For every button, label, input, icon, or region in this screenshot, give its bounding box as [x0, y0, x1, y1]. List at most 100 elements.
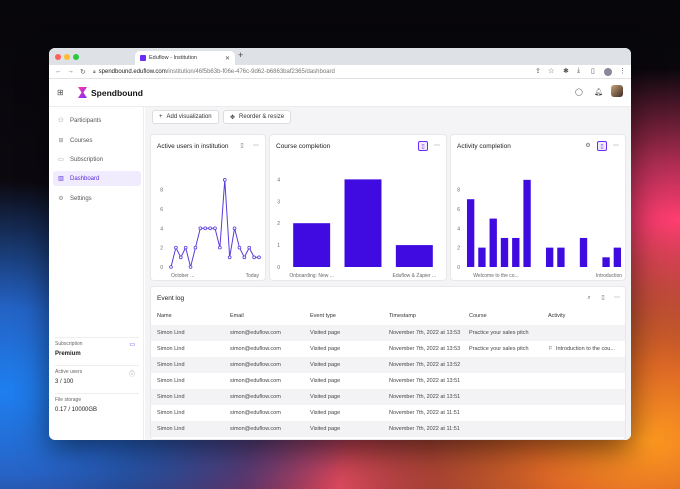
- table-cell-email: simon@eduflow.com: [230, 405, 281, 421]
- card-title: Activity completion: [457, 143, 511, 150]
- more-options-icon[interactable]: ⋯: [613, 143, 619, 149]
- data-point: [198, 226, 203, 231]
- active-users-label: Active users: [55, 369, 83, 375]
- more-options-icon[interactable]: ⋯: [253, 143, 259, 149]
- table-cell-event: Visited page: [310, 325, 340, 341]
- table-view-icon[interactable]: ▯: [601, 295, 605, 301]
- y-tick-label: 2: [277, 221, 280, 227]
- column-header[interactable]: Name: [157, 313, 172, 319]
- forward-icon[interactable]: →: [67, 68, 74, 75]
- table-row[interactable]: Simon Lind simon@eduflow.com Visited page N…: [151, 357, 625, 373]
- data-point: [213, 226, 217, 231]
- table-row[interactable]: Simon Lind simon@eduflow.com Visited page N…: [151, 421, 625, 437]
- bar: [395, 245, 433, 267]
- browser-menu-icon[interactable]: ⋮: [619, 68, 626, 75]
- sidebar-item-settings[interactable]: ⚙ Settings: [53, 191, 141, 206]
- bar: [602, 257, 610, 267]
- app-switcher-icon[interactable]: ⊞: [57, 88, 64, 97]
- url-host: spendbound.eduflow.com: [98, 69, 167, 75]
- table-row[interactable]: Simon Lind simon@eduflow.com Visited page N…: [151, 341, 625, 357]
- bar: [344, 179, 382, 267]
- data-point: [222, 178, 227, 182]
- sidebar-item-participants[interactable]: ⚇ Participants: [53, 113, 141, 128]
- table-cell-text: simon@eduflow.com: [230, 410, 281, 416]
- bookmark-star-icon[interactable]: ☆: [548, 68, 555, 75]
- activity-completion-bar-chart: 0 2 4 6 8 Welcome to the co... Introduction: [457, 179, 622, 279]
- chart-icon: ▥: [58, 176, 64, 182]
- share-icon[interactable]: ⇪: [535, 68, 541, 75]
- settings-icon[interactable]: ⚙: [585, 143, 591, 149]
- active-users-card: Active users 3 / 100 ⓘ: [55, 365, 139, 392]
- y-tick-label: 4: [160, 226, 163, 232]
- download-icon[interactable]: ⤓: [577, 67, 581, 74]
- table-cell-name: Simon Lind: [157, 357, 185, 373]
- maximize-window-icon[interactable]: [73, 54, 79, 60]
- data-point: [242, 255, 247, 260]
- search-icon[interactable]: ⌕: [587, 295, 591, 301]
- data-point: [183, 245, 188, 250]
- card-title: Course completion: [276, 143, 331, 150]
- lock-icon: 🔒︎: [93, 69, 96, 75]
- sidebar-item-subscription[interactable]: ▭ Subscription: [53, 152, 141, 167]
- active-users-line-chart: 0 2 4 6 8 October ... Today: [160, 178, 261, 279]
- data-point: [188, 265, 193, 269]
- tab-title: Eduflow - Institution: [149, 55, 197, 61]
- column-header[interactable]: Event type: [310, 313, 336, 319]
- sidebar-item-dashboard[interactable]: ▥ Dashboard: [53, 171, 141, 186]
- more-options-icon[interactable]: ⋯: [434, 143, 440, 149]
- minimize-window-icon[interactable]: [64, 54, 70, 60]
- browser-window: Eduflow - Institution ✕ + ← → ↻ 🔒︎ spend…: [49, 48, 631, 440]
- close-window-icon[interactable]: [55, 54, 61, 60]
- series-line: [170, 179, 259, 268]
- table-row[interactable]: Simon Lind simon@eduflow.com Visited page N…: [151, 373, 625, 389]
- table-cell-text: November 7th, 2022 at 13:51: [389, 394, 461, 400]
- course-completion-card: Course completion ▯ ⋯ 0 1 2 3 4 Onboarding: N…: [269, 134, 447, 281]
- extensions-icon[interactable]: ✱: [563, 68, 569, 75]
- close-tab-icon[interactable]: ✕: [224, 55, 230, 62]
- table-cell-text: Simon Lind: [157, 426, 185, 432]
- reload-icon[interactable]: ↻: [80, 69, 86, 76]
- bar: [545, 247, 554, 267]
- add-visualization-button[interactable]: + Add visualization: [152, 110, 219, 124]
- chat-icon[interactable]: ◯: [575, 89, 583, 96]
- table-cell-course: Practice your sales pitch: [469, 325, 529, 341]
- card-title: Active users in institution: [157, 143, 229, 150]
- table-cell-text: November 7th, 2022 at 11:51: [389, 410, 460, 416]
- bar: [478, 247, 486, 267]
- table-row[interactable]: Simon Lind simon@eduflow.com Visited page N…: [151, 405, 625, 421]
- sidebar-item-courses[interactable]: ⊞ Courses: [53, 133, 141, 148]
- gear-icon: ⚙: [58, 196, 64, 202]
- back-icon[interactable]: ←: [55, 68, 62, 75]
- table-cell-event: Visited page: [310, 357, 340, 373]
- y-tick-label: 0: [277, 265, 280, 271]
- column-header[interactable]: Email: [230, 313, 244, 319]
- chart-view-icon[interactable]: ▯: [597, 141, 607, 151]
- logo-mark-icon: [78, 87, 87, 98]
- avatar[interactable]: [611, 85, 623, 97]
- info-icon[interactable]: ⓘ: [128, 372, 135, 378]
- column-header[interactable]: Activity: [548, 313, 566, 319]
- table-cell-name: Simon Lind: [157, 389, 185, 405]
- more-options-icon[interactable]: ⋯: [614, 295, 620, 301]
- column-header[interactable]: Timestamp: [389, 313, 416, 319]
- table-row[interactable]: Simon Lind simon@eduflow.com Visited page N…: [151, 325, 625, 341]
- brand-logo[interactable]: Spendbound: [78, 87, 143, 98]
- table-view-icon[interactable]: ▯: [240, 143, 244, 149]
- add-visualization-label: Add visualization: [166, 114, 212, 120]
- table-cell-text: Simon Lind: [157, 346, 185, 352]
- new-tab-icon[interactable]: +: [238, 50, 244, 60]
- bar: [466, 199, 475, 267]
- url-field[interactable]: 🔒︎ spendbound.eduflow.com/institution/46…: [93, 67, 498, 77]
- subscription-card[interactable]: Subscription Premium ▭: [55, 337, 139, 364]
- chart-view-icon[interactable]: ▯: [418, 141, 428, 151]
- sidepanel-icon[interactable]: ▯: [591, 68, 595, 75]
- data-point: [174, 245, 178, 250]
- browser-tab[interactable]: Eduflow - Institution ✕: [135, 51, 235, 65]
- table-cell-text: November 7th, 2022 at 13:53: [389, 330, 461, 336]
- reorder-resize-button[interactable]: ✥ Reorder & resize: [223, 110, 292, 124]
- profile-icon[interactable]: [604, 68, 612, 76]
- table-row[interactable]: Simon Lind simon@eduflow.com Visited page N…: [151, 389, 625, 405]
- bell-icon[interactable]: 🔔︎: [594, 89, 603, 96]
- column-header[interactable]: Course: [469, 313, 487, 319]
- table-cell-email: simon@eduflow.com: [230, 421, 281, 437]
